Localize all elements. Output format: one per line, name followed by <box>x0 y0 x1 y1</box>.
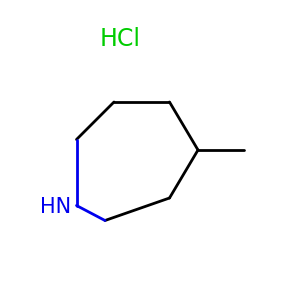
Text: HN: HN <box>40 197 71 217</box>
Text: HCl: HCl <box>100 27 140 51</box>
